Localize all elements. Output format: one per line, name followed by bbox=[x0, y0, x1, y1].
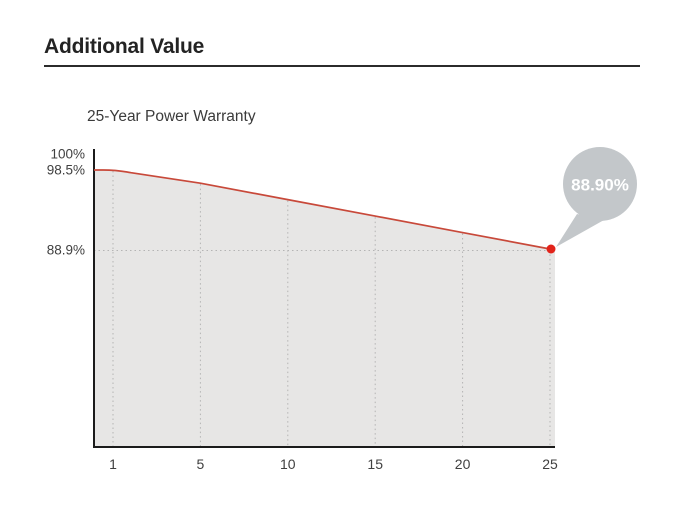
chart-area-fill bbox=[94, 170, 555, 447]
callout-bubble bbox=[563, 147, 637, 221]
x-tick-label: 1 bbox=[109, 456, 117, 472]
y-axis-label: 98.5% bbox=[47, 163, 85, 178]
x-tick-label: 10 bbox=[280, 456, 296, 472]
callout-value: 88.90% bbox=[571, 176, 629, 195]
warranty-line bbox=[94, 169, 551, 250]
axes bbox=[93, 149, 555, 448]
page-title: Additional Value bbox=[44, 35, 205, 58]
x-tick-label: 25 bbox=[542, 456, 558, 472]
y-axis-label: 100% bbox=[50, 147, 85, 162]
callout-tail bbox=[556, 214, 604, 247]
x-tick-label: 15 bbox=[367, 456, 383, 472]
x-tick-label: 5 bbox=[197, 456, 205, 472]
endpoint-marker bbox=[546, 244, 556, 254]
chart-title: 25-Year Power Warranty bbox=[87, 108, 256, 125]
x-tick-label: 20 bbox=[455, 456, 471, 472]
title-underline bbox=[44, 65, 640, 67]
y-axis-label: 88.9% bbox=[47, 243, 85, 258]
